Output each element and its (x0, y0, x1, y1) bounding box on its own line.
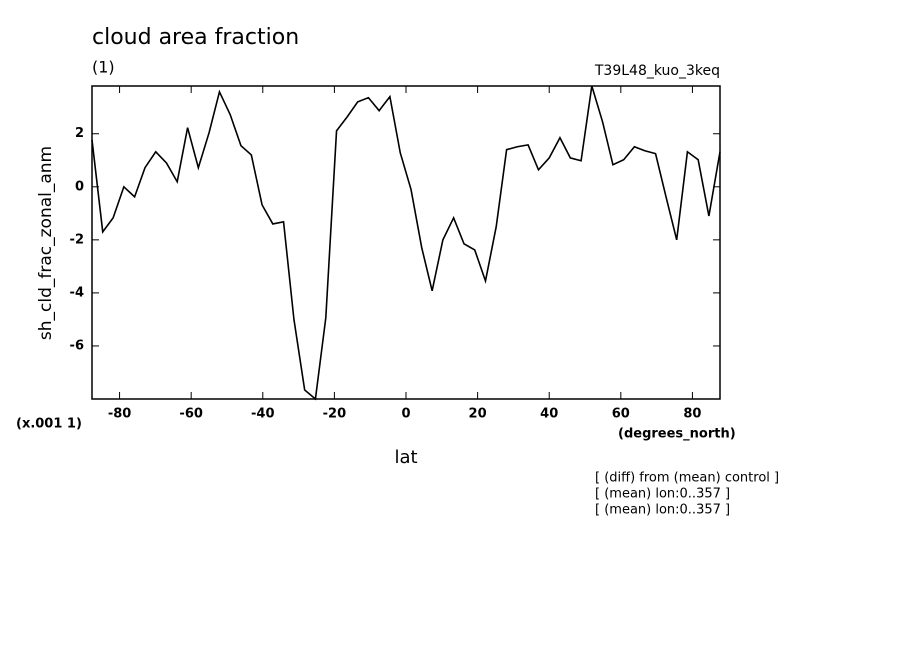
x-tick-label: -60 (179, 407, 203, 422)
x-tick-label: -80 (108, 407, 132, 422)
chart-title: cloud area fraction (92, 25, 299, 50)
x-tick-label: 20 (469, 407, 487, 422)
y-axis-label: sh_cld_frac_zonal_anm (36, 146, 56, 340)
run-label: T39L48_kuo_3keq (594, 63, 720, 79)
subtitle: (1) (92, 58, 115, 77)
note: [ (diff) from (mean) control ] (595, 471, 779, 486)
y-unit: (x.001 1) (16, 417, 82, 432)
note: [ (mean) lon:0..357 ] (595, 487, 730, 502)
x-unit: (degrees_north) (618, 427, 736, 442)
data-line (91, 85, 721, 401)
y-tick-label: -4 (70, 285, 84, 300)
x-tick-label: -20 (323, 407, 347, 422)
y-tick-label: -6 (70, 338, 84, 353)
x-tick-label: -40 (251, 407, 275, 422)
x-tick-label: 80 (683, 407, 701, 422)
y-tick-label: 0 (75, 179, 84, 194)
x-tick-label: 40 (540, 407, 558, 422)
note: [ (mean) lon:0..357 ] (595, 503, 730, 518)
x-tick-label: 0 (401, 407, 410, 422)
y-tick-label: 2 (75, 126, 84, 141)
y-tick-label: -2 (70, 232, 84, 247)
x-axis-label: lat (394, 447, 417, 468)
x-tick-label: 60 (612, 407, 630, 422)
